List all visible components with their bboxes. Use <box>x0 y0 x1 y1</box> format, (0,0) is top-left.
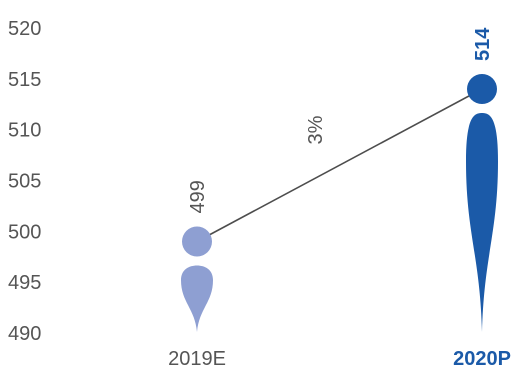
y-tick-label: 490 <box>8 323 41 345</box>
y-tick-label: 500 <box>8 221 41 243</box>
y-tick-label: 520 <box>8 18 41 40</box>
y-axis: 520 515 510 505 500 495 490 <box>8 18 41 345</box>
data-label: 514 <box>472 27 494 61</box>
y-tick-label: 515 <box>8 69 41 91</box>
figure-head <box>467 74 497 104</box>
data-label: 499 <box>187 180 209 213</box>
x-axis: 2019E 2020P <box>168 348 511 370</box>
x-tick-label: 2019E <box>168 348 226 370</box>
y-tick-label: 495 <box>8 272 41 294</box>
x-tick-label: 2020P <box>453 348 511 370</box>
y-tick-label: 505 <box>8 171 41 193</box>
y-tick-label: 510 <box>8 120 41 142</box>
figure-body-bar <box>466 113 498 332</box>
figure-head <box>182 226 212 257</box>
figures: 499 514 <box>181 27 498 332</box>
figure-body-bar <box>181 265 213 332</box>
growth-label: 3% <box>305 115 327 144</box>
trend-line <box>196 88 483 243</box>
